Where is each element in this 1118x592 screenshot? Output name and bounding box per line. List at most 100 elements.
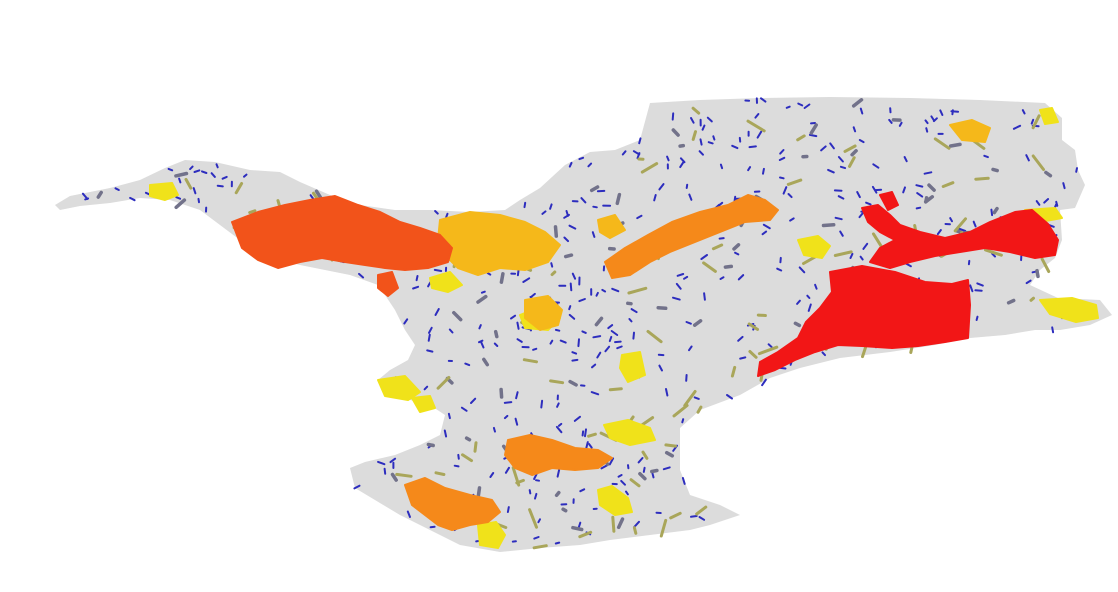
very-high-patch	[757, 265, 971, 377]
olive-feature	[611, 515, 616, 533]
small-blue-feature	[243, 173, 248, 178]
small-blue-feature	[737, 335, 744, 342]
small-blue-feature	[592, 205, 598, 209]
olive-feature	[248, 209, 257, 214]
olive-feature	[984, 248, 1003, 257]
small-blue-feature	[620, 479, 626, 486]
high-patch	[231, 195, 453, 271]
small-blue-feature	[707, 141, 714, 145]
low-patch	[597, 485, 633, 516]
small-blue-feature	[541, 210, 547, 215]
small-blue-feature	[486, 272, 492, 276]
medium-patch	[597, 214, 626, 239]
small-blue-feature	[516, 338, 523, 343]
small-blue-feature	[636, 214, 643, 220]
small-blue-feature	[581, 330, 587, 334]
olive-feature	[669, 511, 682, 520]
small-blue-feature	[975, 315, 979, 321]
small-blue-feature	[403, 318, 409, 325]
small-blue-feature	[555, 425, 563, 434]
small-blue-feature	[1025, 154, 1030, 162]
small-blue-feature	[865, 201, 872, 206]
olive-feature	[748, 350, 758, 359]
small-blue-feature	[585, 441, 589, 449]
small-blue-feature	[578, 156, 585, 161]
small-blue-feature	[210, 172, 216, 178]
low-patch	[797, 235, 831, 259]
small-blue-feature	[785, 105, 791, 109]
grey-feature	[499, 272, 505, 284]
small-blue-feature	[383, 467, 387, 475]
small-blue-feature	[761, 378, 767, 387]
small-blue-feature	[584, 428, 587, 438]
low-patch	[149, 182, 179, 201]
small-blue-feature	[658, 364, 663, 372]
small-blue-feature	[859, 255, 864, 261]
small-blue-feature	[787, 193, 793, 199]
small-blue-feature	[958, 227, 967, 232]
olive-feature	[461, 453, 473, 463]
grey-feature	[664, 450, 675, 458]
small-blue-feature	[554, 541, 561, 545]
olive-feature	[786, 178, 803, 186]
small-blue-feature	[719, 276, 725, 280]
small-blue-feature	[903, 156, 908, 163]
grey-feature	[1044, 170, 1053, 178]
small-blue-feature	[672, 296, 681, 301]
grey-feature	[452, 310, 463, 322]
small-blue-feature	[608, 335, 613, 343]
small-blue-feature	[591, 363, 597, 369]
small-blue-feature	[638, 137, 642, 145]
small-blue-feature	[779, 149, 785, 155]
small-blue-feature	[990, 208, 994, 217]
medium-patch	[524, 295, 563, 331]
small-blue-feature	[671, 112, 675, 121]
small-blue-feature	[859, 107, 864, 115]
small-blue-feature	[591, 231, 596, 238]
small-blue-feature	[1035, 200, 1041, 206]
small-blue-feature	[902, 186, 906, 194]
small-blue-feature	[216, 184, 224, 188]
grey-feature	[692, 319, 703, 327]
small-blue-feature	[480, 340, 485, 349]
grey-feature	[793, 321, 802, 328]
small-blue-feature	[568, 313, 576, 320]
small-blue-feature	[814, 283, 818, 290]
small-blue-feature	[1030, 118, 1035, 125]
small-blue-feature	[807, 303, 812, 312]
grey-feature	[174, 171, 189, 178]
small-blue-feature	[856, 191, 861, 199]
small-blue-feature	[434, 308, 440, 316]
small-blue-feature	[532, 347, 538, 351]
small-blue-feature	[556, 469, 561, 478]
very-high-patch	[879, 191, 899, 211]
grey-feature	[656, 305, 668, 311]
grey-feature	[732, 243, 741, 251]
grey-feature	[174, 198, 187, 210]
small-blue-feature	[679, 157, 686, 164]
small-blue-feature	[114, 187, 120, 191]
small-blue-feature	[533, 473, 538, 480]
small-blue-feature	[748, 145, 757, 149]
olive-feature	[578, 530, 593, 539]
grey-feature	[568, 379, 578, 387]
small-blue-feature	[189, 165, 194, 171]
small-blue-feature	[762, 167, 765, 175]
small-blue-feature	[690, 117, 695, 124]
small-blue-feature	[698, 516, 706, 521]
small-blue-feature	[453, 464, 460, 468]
small-blue-feature	[428, 326, 433, 334]
grey-feature	[96, 190, 103, 199]
grey-feature	[851, 98, 864, 108]
small-blue-feature	[939, 109, 944, 116]
grey-feature	[723, 264, 734, 269]
small-blue-feature	[829, 142, 835, 150]
small-blue-feature	[588, 443, 593, 449]
small-blue-feature	[625, 490, 629, 496]
small-blue-feature	[898, 121, 903, 127]
olive-feature	[395, 472, 413, 478]
olive-feature	[702, 261, 717, 273]
small-blue-feature	[616, 345, 623, 350]
grey-feature	[992, 206, 999, 215]
small-blue-feature	[637, 457, 644, 464]
